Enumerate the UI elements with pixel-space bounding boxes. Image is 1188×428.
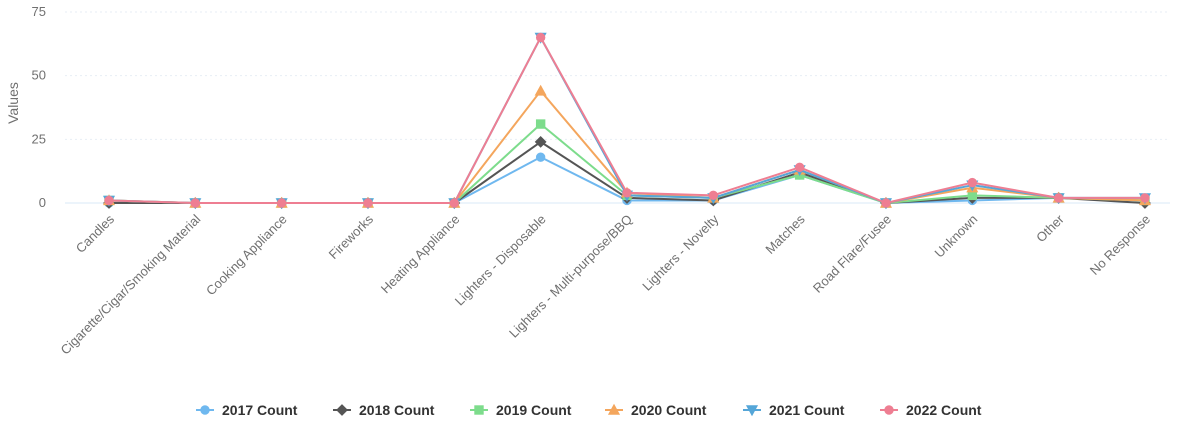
x-tick-label: Heating Appliance [378,212,463,297]
grid-layer [65,11,1170,140]
data-point [535,152,546,162]
x-tick-label: No Response [1087,212,1153,278]
x-tick-label: Matches [762,211,808,257]
data-point [708,190,719,201]
y-axis-label: Values [5,82,21,124]
data-point [1053,193,1064,203]
data-point [190,198,201,208]
data-point [967,177,977,188]
data-point [1140,193,1150,203]
legend-marker [884,405,894,415]
data-point [535,32,546,43]
legend-marker [200,405,210,415]
legend-label: 2018 Count [359,402,435,418]
series-layer [102,32,1152,210]
x-tick-label: Lighters - Novelty [639,211,721,293]
legend-label: 2019 Count [496,402,572,418]
legend-item[interactable]: 2017 Count [196,402,298,418]
legend-label: 2020 Count [631,402,707,418]
y-tick-label: 75 [32,4,46,19]
x-tick-label: Cigarette/Cigar/Smoking Material [57,211,203,357]
series-2022-count [104,32,1150,208]
series-line [108,36,1146,204]
data-point [363,198,373,208]
legend-marker [745,405,759,417]
series-line [108,36,1146,204]
legend-marker [336,404,348,416]
x-tick-label: Fireworks [326,211,377,262]
data-point [276,198,287,208]
y-tick-label: 0 [39,195,46,210]
legend-label: 2022 Count [906,402,982,418]
legend-marker [607,403,621,415]
series-2021-count [102,32,1152,210]
x-tick-label: Unknown [931,212,980,261]
y-tick-labels: 0 25 50 75 [32,4,46,210]
x-tick-label: Cooking Appliance [203,212,290,299]
data-point [449,198,460,208]
x-tick-label: Candles [73,211,118,256]
y-tick-label: 25 [32,131,46,146]
legend-label: 2017 Count [222,402,298,418]
data-point [794,162,805,173]
data-point [622,188,632,198]
data-point [534,135,547,148]
legend[interactable]: 2017 Count 2018 Count 2019 Count 2020 Count… [196,402,982,418]
legend-item[interactable]: 2021 Count [743,402,845,418]
legend-item[interactable]: 2018 Count [333,402,435,418]
x-tick-label: Lighters - Disposable [452,212,549,309]
legend-item[interactable]: 2020 Count [605,402,707,418]
data-point [535,119,546,129]
x-tick-label: Other [1033,211,1067,245]
data-point [881,198,891,208]
data-point [104,195,114,206]
y-axis-label-layer: Values [5,82,21,124]
x-tick-label: Road Flare/Fusee [810,212,894,296]
legend-label: 2021 Count [769,402,845,418]
legend-marker [474,405,484,415]
legend-item[interactable]: 2022 Count [880,402,982,418]
y-tick-label: 50 [32,68,46,83]
legend-item[interactable]: 2019 Count [470,402,572,418]
data-point [534,84,547,96]
